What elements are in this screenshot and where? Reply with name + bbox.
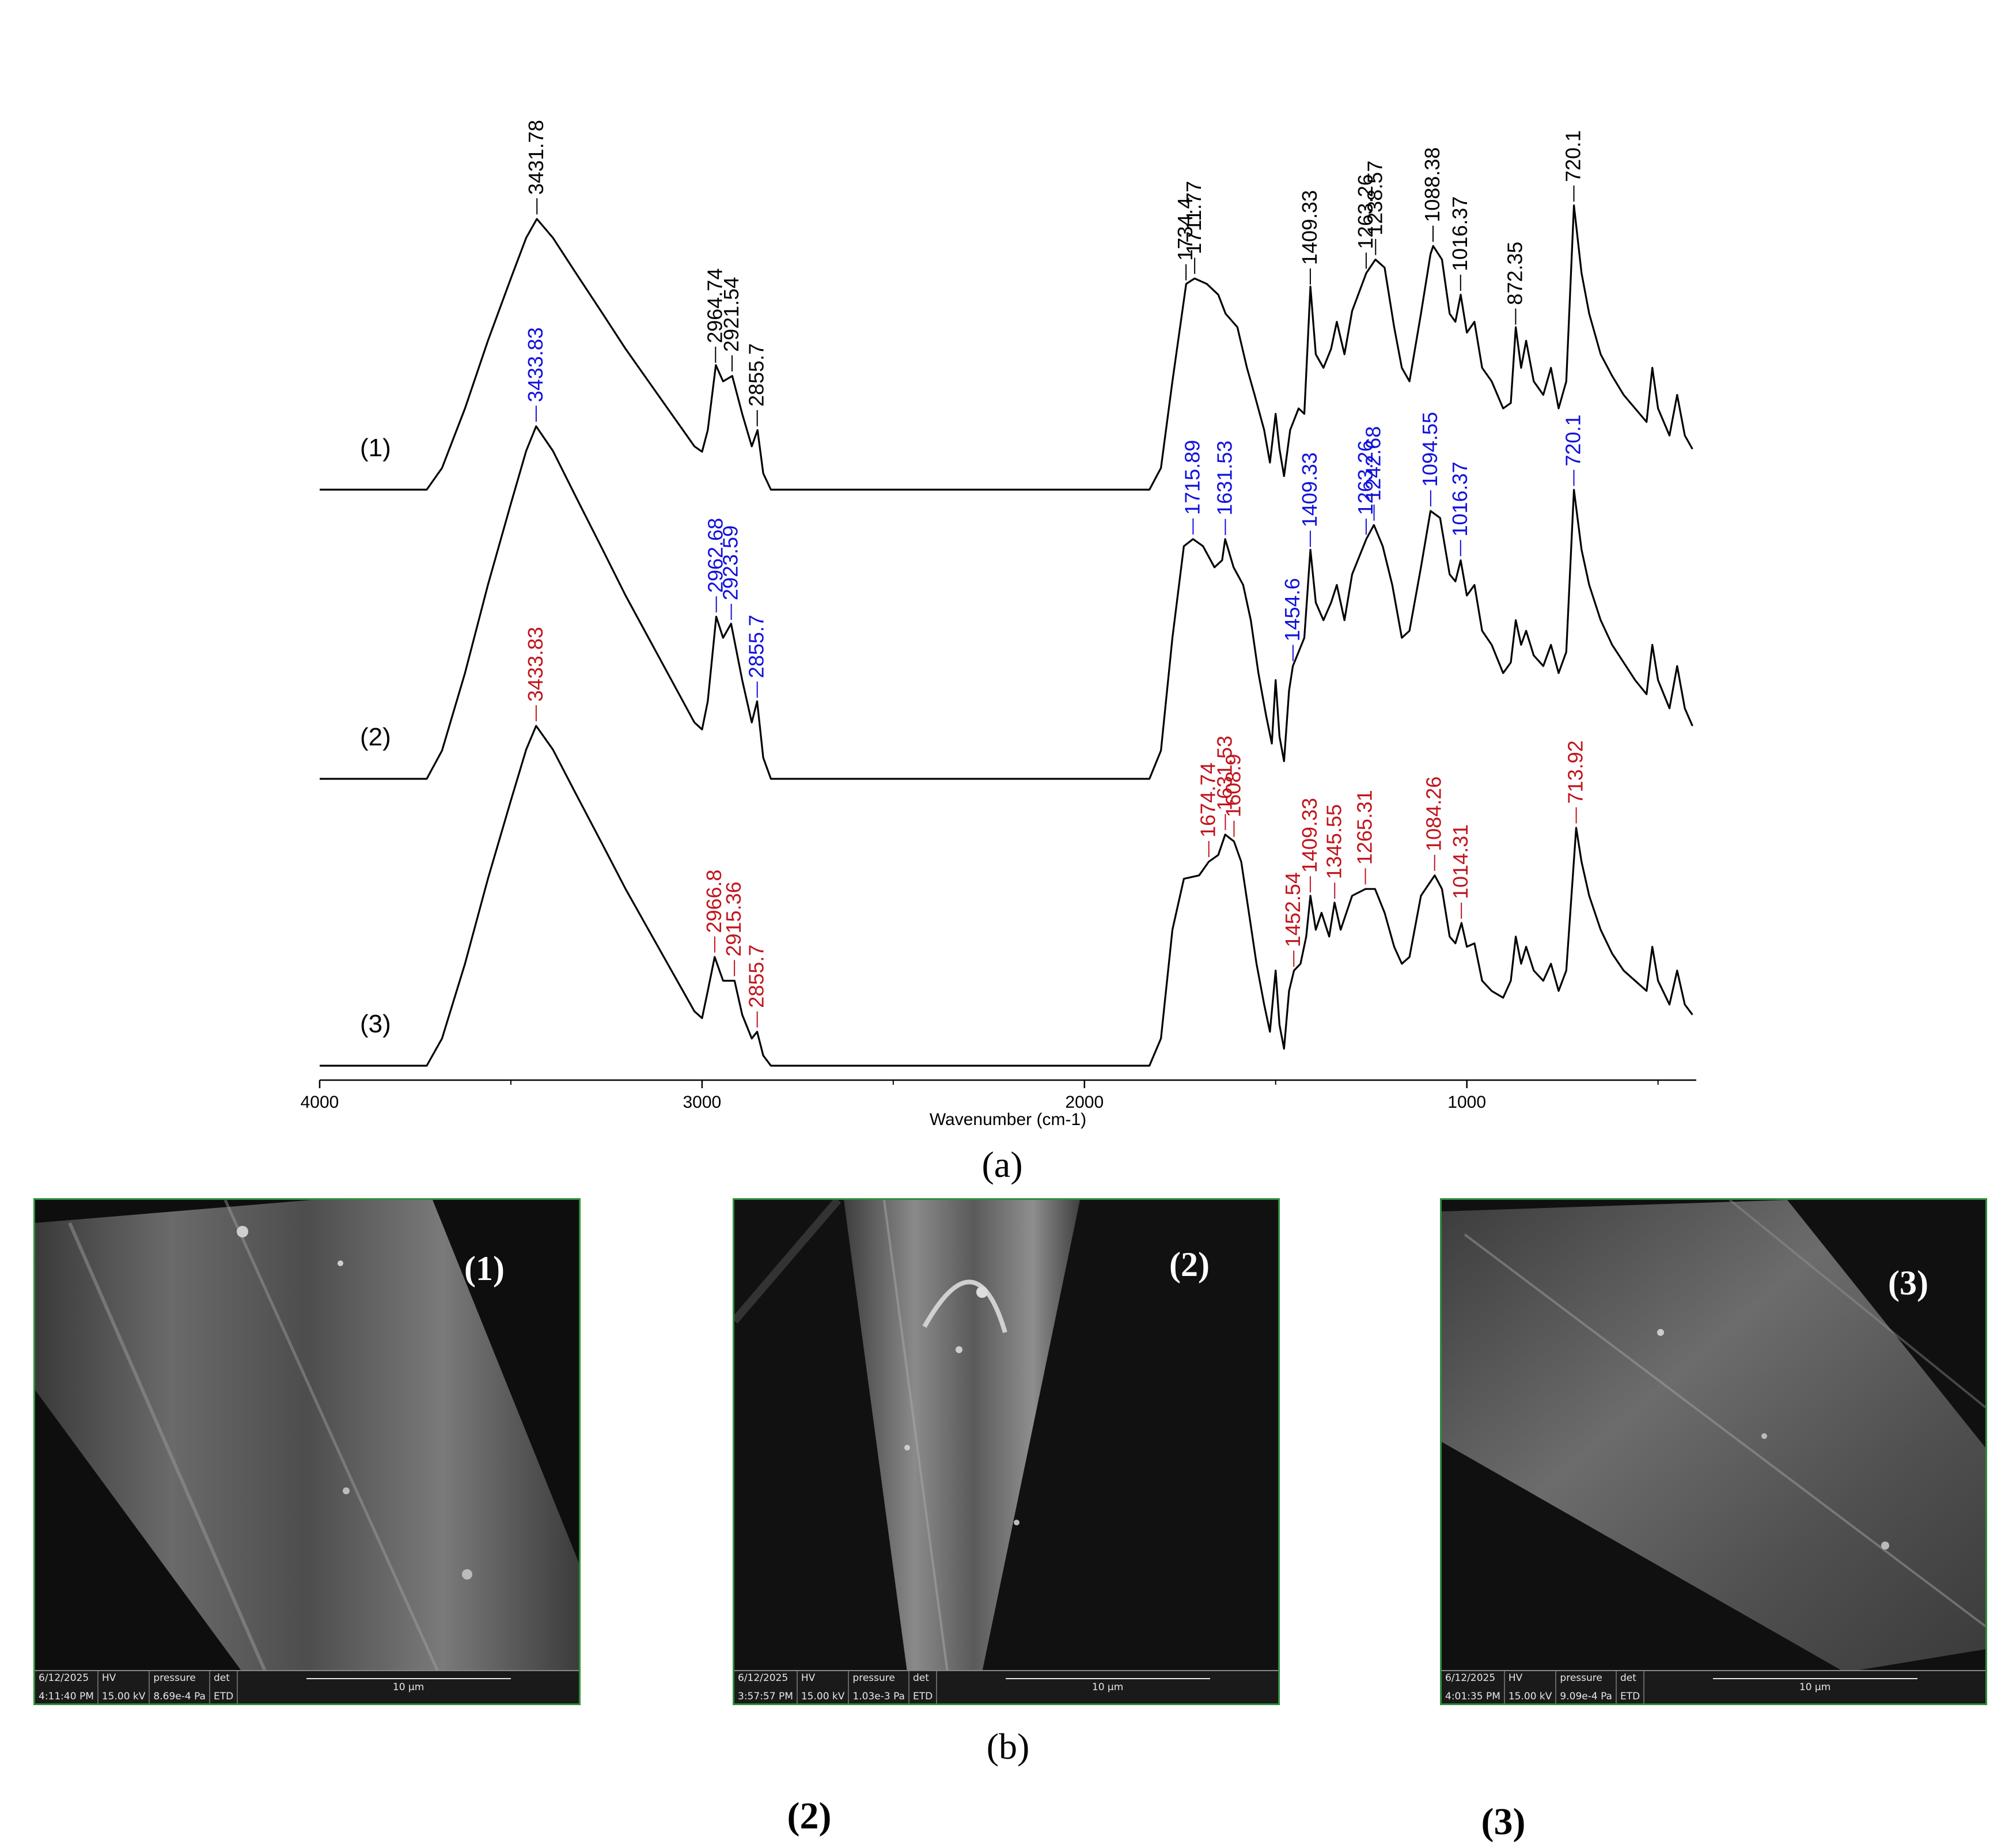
peak-label: 2855.7	[745, 343, 768, 407]
peak-label: 1263.26	[1354, 440, 1377, 515]
peak-label: 1014.31	[1449, 824, 1472, 899]
bottom-label-2: (2)	[787, 1795, 832, 1837]
peak-label: 1238.57	[1363, 161, 1386, 236]
peak-label: 1734.4	[1173, 198, 1197, 261]
sem-tag-3: (3)	[1888, 1264, 1928, 1302]
peak-label: 1409.33	[1298, 798, 1321, 873]
spectrum-label-3: (3)	[360, 1010, 391, 1038]
panel-a-label: (a)	[981, 1144, 1023, 1185]
x-tick-label: 3000	[683, 1093, 722, 1112]
peak-label: 3433.83	[524, 327, 547, 402]
sem-image-1: (1) 6/12/2025 4:11:40 PM HV 15.00 kV press…	[33, 1198, 581, 1705]
peak-label: 1674.74	[1196, 763, 1220, 838]
peak-label: 2855.7	[745, 615, 768, 678]
peak-label: 1016.37	[1448, 196, 1472, 271]
peak-label: 2915.36	[722, 881, 745, 956]
peak-label: 720.1	[1561, 414, 1585, 466]
spectrum-line-2	[320, 425, 1693, 780]
spectrum-label-2: (2)	[360, 723, 391, 751]
peak-label: 2923.59	[719, 525, 742, 600]
x-tick-label: 1000	[1447, 1093, 1486, 1112]
sem-databar-3: 6/12/2025 4:01:35 PM HV 15.00 kV pressure 9…	[1442, 1670, 1985, 1703]
peak-label: 1452.54	[1281, 872, 1305, 947]
x-tick-label: 2000	[1065, 1093, 1104, 1112]
spectrum-line-3	[320, 725, 1693, 1067]
peak-label: 720.1	[1561, 130, 1585, 182]
peak-label: 872.35	[1503, 241, 1526, 305]
sem-databar-2: 6/12/2025 3:57:57 PM HV 15.00 kV pressure 1…	[734, 1670, 1278, 1703]
sem-tag-1: (1)	[464, 1249, 505, 1287]
x-tick-label: 4000	[301, 1093, 339, 1112]
peak-label: 1242.68	[1362, 426, 1385, 501]
spectrum-label-1: (1)	[360, 434, 391, 462]
peak-label: 3433.83	[524, 627, 547, 702]
peak-label: 2964.74	[703, 268, 726, 343]
peak-label: 1094.55	[1418, 412, 1442, 487]
panel-b-label: (b)	[986, 1726, 1030, 1767]
peak-label: 2855.7	[745, 945, 768, 1008]
sem-scale-bar-1: 10 μm	[238, 1671, 579, 1703]
peak-label: 1088.38	[1420, 147, 1444, 222]
sem-image-2: (2) 6/12/2025 3:57:57 PM HV 15.00 kV press…	[733, 1198, 1280, 1705]
sem-fiber-1	[35, 1200, 579, 1672]
sem-scale-bar-3: 10 μm	[1644, 1671, 1985, 1703]
x-axis-title: Wavenumber (cm-1)	[930, 1110, 1086, 1129]
peak-label: 1016.37	[1448, 461, 1472, 536]
peak-label: 1263.26	[1354, 174, 1377, 249]
peak-label: 2966.8	[702, 869, 726, 933]
peak-label: 3431.78	[524, 120, 548, 195]
peak-label: 1345.55	[1322, 804, 1345, 879]
peak-label: 1711.77	[1182, 181, 1206, 254]
peak-label: 1084.26	[1422, 777, 1446, 851]
spectrum-line-1	[320, 204, 1693, 491]
sem-image-3: (3) 6/12/2025 4:01:35 PM HV 15.00 kV press…	[1440, 1198, 1987, 1705]
bottom-label-3: (3)	[1481, 1801, 1526, 1843]
peak-label: 2921.54	[719, 277, 743, 352]
sem-databar-1: 6/12/2025 4:11:40 PM HV 15.00 kV pressure 8…	[35, 1670, 579, 1703]
peak-label: 2962.68	[704, 518, 727, 593]
peak-label: 713.92	[1564, 740, 1587, 804]
sem-fiber-3	[1442, 1200, 1985, 1672]
peak-label: 1409.33	[1298, 452, 1321, 527]
peak-label: 1409.33	[1298, 190, 1321, 265]
sem-scale-bar-2: 10 μm	[937, 1671, 1278, 1703]
sem-fiber-2	[734, 1200, 1278, 1672]
sem-tag-2: (2)	[1169, 1245, 1210, 1283]
peak-label: 1631.53	[1212, 441, 1236, 516]
peak-label: 1715.89	[1180, 440, 1204, 515]
peak-label: 1608.9	[1221, 754, 1245, 817]
peak-label: 1631.53	[1212, 736, 1236, 811]
peak-label: 1265.31	[1353, 790, 1377, 865]
ftir-spectra-chart: 4000 3000 2000 1000 Wavenumber (cm-1) (1) (2) (…	[301, 120, 1696, 1129]
peak-label: 1454.6	[1280, 578, 1304, 641]
